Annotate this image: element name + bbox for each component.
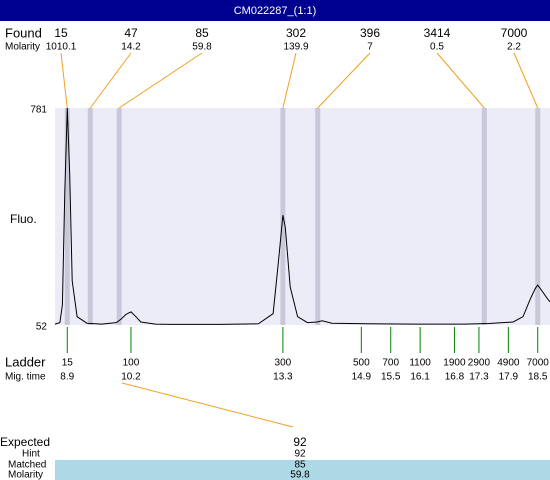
peak-leader <box>317 52 371 109</box>
title: CM022287_(1:1) <box>234 5 317 17</box>
peak-leader <box>60 52 68 109</box>
ladder-size: 1900 <box>443 358 466 369</box>
ladder-time: 17.3 <box>469 372 489 383</box>
matched-band <box>55 460 550 480</box>
hint-label: Hint <box>22 449 40 460</box>
found-size: 15 <box>54 26 68 40</box>
ladder-size: 7000 <box>527 358 550 369</box>
expected-value: 92 <box>293 435 307 449</box>
ladder-time: 16.1 <box>410 372 430 383</box>
y-tick-label: 781 <box>30 105 47 116</box>
found-size: 3414 <box>424 26 451 40</box>
peak-band <box>116 108 122 325</box>
found-size: 85 <box>195 26 209 40</box>
match-molarity-label: Molarity <box>8 470 43 480</box>
found-molarity: 59.8 <box>192 42 212 53</box>
trace <box>54 107 550 325</box>
peak-leader <box>118 52 203 109</box>
ladder-time: 14.9 <box>352 372 372 383</box>
found-molarity: 139.9 <box>283 42 308 53</box>
peak-leader <box>436 52 485 109</box>
hint-value: 92 <box>294 449 306 460</box>
ladder-size: 700 <box>382 358 399 369</box>
ladder-size: 15 <box>62 358 74 369</box>
ladder-time: 18.5 <box>528 372 548 383</box>
y-axis-label: Fluo. <box>10 212 37 226</box>
found-label: Found <box>5 25 42 40</box>
y-tick-label: 52 <box>36 322 48 333</box>
found-molarity: 7 <box>367 42 373 53</box>
ladder-size: 2900 <box>468 358 491 369</box>
matched-value: 85 <box>294 460 306 471</box>
peak-band <box>64 108 70 325</box>
ladder-size: 500 <box>353 358 370 369</box>
peak-leader <box>89 52 132 109</box>
plot-area <box>55 108 550 325</box>
title-bar <box>0 0 550 21</box>
peak-band <box>315 108 321 325</box>
ladder-size: 100 <box>123 358 140 369</box>
found-size: 302 <box>286 26 306 40</box>
ladder-time: 16.8 <box>445 372 465 383</box>
found-molarity: 2.2 <box>507 42 521 53</box>
ladder-size: 4900 <box>497 358 520 369</box>
found-molarity: 0.5 <box>430 42 444 53</box>
ladder-time: 8.9 <box>60 372 74 383</box>
ladder-time: 17.9 <box>499 372 519 383</box>
found-size: 47 <box>124 26 138 40</box>
matched-label: Matched <box>8 460 46 471</box>
ladder-time: 15.5 <box>381 372 401 383</box>
ladder-time: 13.3 <box>273 372 293 383</box>
peak-band <box>481 108 487 325</box>
peak-band <box>87 108 93 325</box>
found-molarity: 14.2 <box>121 42 141 53</box>
peak-leader <box>282 52 297 109</box>
match-leader <box>121 382 294 428</box>
expected-label: Expected <box>0 435 50 449</box>
ladder-label: Ladder <box>5 354 46 369</box>
found-size: 7000 <box>501 26 528 40</box>
ladder-time: 10.2 <box>121 372 141 383</box>
peak-leader <box>513 52 539 109</box>
molarity-label: Molarity <box>5 42 40 53</box>
found-size: 396 <box>360 26 380 40</box>
mig-time-label: Mig. time <box>5 372 46 383</box>
ladder-size: 1100 <box>409 358 431 369</box>
match-molarity-value: 59.8 <box>290 470 310 480</box>
ladder-size: 300 <box>275 358 292 369</box>
found-molarity: 1010.1 <box>46 42 77 53</box>
peak-band <box>535 108 541 325</box>
